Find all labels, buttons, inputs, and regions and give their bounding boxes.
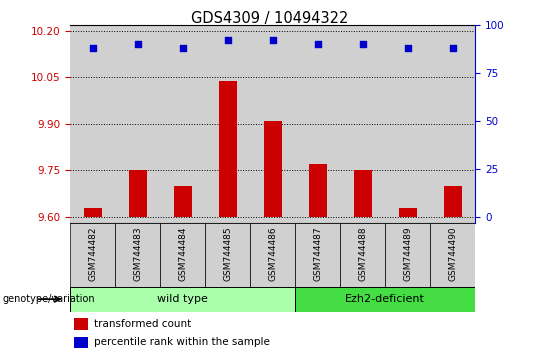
- Bar: [219, 81, 237, 217]
- Bar: [115, 25, 160, 223]
- Point: [403, 45, 412, 51]
- Bar: [430, 25, 475, 223]
- Bar: [430, 223, 475, 287]
- Bar: [84, 207, 102, 217]
- Point: [268, 37, 277, 43]
- Bar: [354, 170, 372, 217]
- Bar: [75, 337, 89, 348]
- Text: GSM744482: GSM744482: [88, 226, 97, 281]
- Bar: [309, 164, 327, 217]
- Bar: [129, 170, 147, 217]
- Text: percentile rank within the sample: percentile rank within the sample: [94, 337, 271, 348]
- Bar: [340, 223, 385, 287]
- Bar: [75, 318, 89, 330]
- Bar: [115, 223, 160, 287]
- Bar: [399, 207, 417, 217]
- Bar: [160, 223, 205, 287]
- Bar: [70, 287, 295, 312]
- Bar: [295, 223, 340, 287]
- Text: GSM744489: GSM744489: [403, 226, 412, 281]
- Bar: [385, 223, 430, 287]
- Point: [133, 41, 142, 47]
- Bar: [205, 223, 250, 287]
- Bar: [250, 223, 295, 287]
- Text: GSM744490: GSM744490: [448, 226, 457, 281]
- Bar: [340, 25, 385, 223]
- Text: wild type: wild type: [157, 294, 208, 304]
- Text: Ezh2-deficient: Ezh2-deficient: [345, 294, 425, 304]
- Bar: [444, 186, 462, 217]
- Point: [89, 45, 97, 51]
- Bar: [205, 25, 250, 223]
- Text: GSM744483: GSM744483: [133, 226, 142, 281]
- Text: genotype/variation: genotype/variation: [3, 294, 96, 304]
- Bar: [250, 25, 295, 223]
- Bar: [385, 25, 430, 223]
- Text: transformed count: transformed count: [94, 319, 192, 329]
- Text: GSM744484: GSM744484: [178, 226, 187, 281]
- Bar: [70, 25, 115, 223]
- Bar: [174, 186, 192, 217]
- Bar: [70, 223, 115, 287]
- Text: GSM744488: GSM744488: [358, 226, 367, 281]
- Bar: [295, 287, 475, 312]
- Text: GDS4309 / 10494322: GDS4309 / 10494322: [191, 11, 349, 25]
- Point: [224, 37, 232, 43]
- Bar: [264, 121, 282, 217]
- Point: [178, 45, 187, 51]
- Point: [313, 41, 322, 47]
- Text: GSM744487: GSM744487: [313, 226, 322, 281]
- Text: GSM744486: GSM744486: [268, 226, 277, 281]
- Point: [359, 41, 367, 47]
- Bar: [160, 25, 205, 223]
- Bar: [295, 25, 340, 223]
- Point: [448, 45, 457, 51]
- Text: GSM744485: GSM744485: [223, 226, 232, 281]
